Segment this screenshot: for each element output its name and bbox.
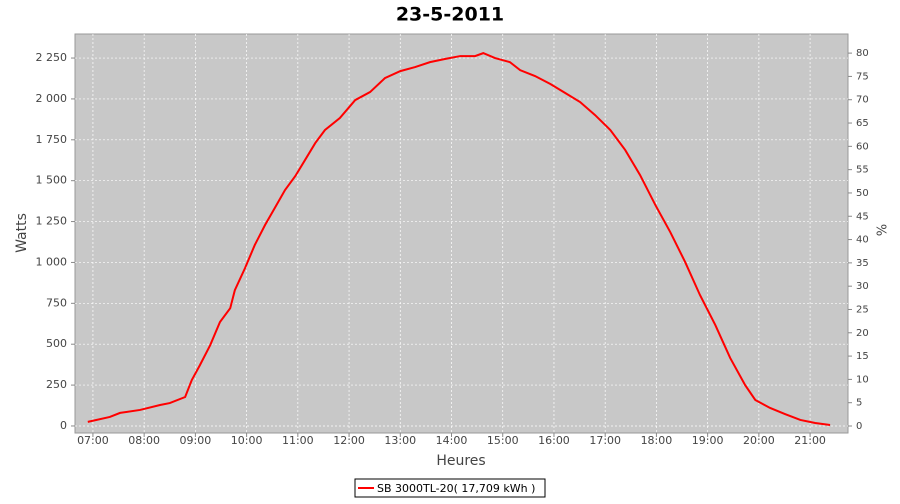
y2-tick-label: 0 <box>856 421 862 432</box>
legend-label: SB 3000TL-20( 17,709 kWh ) <box>377 482 535 495</box>
x-axis-label: Heures <box>436 453 485 469</box>
y2-tick-label: 75 <box>856 71 869 82</box>
y-tick-label: 2 250 <box>36 51 68 64</box>
x-tick-label: 21:00 <box>794 434 826 447</box>
y-tick-label: 1 750 <box>36 133 68 146</box>
x-tick-label: 15:00 <box>487 434 519 447</box>
x-tick-label: 20:00 <box>743 434 775 447</box>
x-tick-label: 09:00 <box>180 434 212 447</box>
y2-tick-label: 15 <box>856 351 869 362</box>
y2-tick-label: 5 <box>856 398 862 409</box>
x-tick-label: 16:00 <box>538 434 570 447</box>
y2-tick-label: 70 <box>856 95 869 106</box>
series-line <box>87 52 831 426</box>
y2-tick-label: 45 <box>856 211 869 222</box>
y2-tick-label: 30 <box>856 281 869 292</box>
y-tick-label: 250 <box>46 378 67 391</box>
x-tick-label: 17:00 <box>589 434 621 447</box>
y-tick-label: 500 <box>46 337 67 350</box>
y2-tick-label: 35 <box>856 258 869 269</box>
y2-tick-label: 50 <box>856 188 869 199</box>
y2-tick-label: 65 <box>856 118 869 129</box>
x-tick-label: 18:00 <box>641 434 673 447</box>
y-tick-label: 1 500 <box>36 174 68 187</box>
x-tick-label: 10:00 <box>231 434 263 447</box>
plot-area <box>74 33 849 434</box>
y-tick-label: 2 000 <box>36 92 68 105</box>
y2-tick-label: 20 <box>856 328 869 339</box>
y-tick-label: 0 <box>60 419 67 432</box>
y2-tick-label: 10 <box>856 374 869 385</box>
y2-tick-label: 40 <box>856 235 869 246</box>
y-axis-label: Watts <box>14 213 30 253</box>
y2-tick-label: 55 <box>856 165 869 176</box>
x-tick-label: 19:00 <box>692 434 724 447</box>
x-tick-label: 08:00 <box>128 434 160 447</box>
x-tick-label: 07:00 <box>77 434 109 447</box>
y-tick-label: 750 <box>46 296 67 309</box>
y-tick-label: 1 250 <box>36 215 68 228</box>
y2-tick-label: 80 <box>856 48 869 59</box>
x-tick-label: 14:00 <box>436 434 468 447</box>
chart-title: 23-5-2011 <box>396 4 504 26</box>
x-tick-label: 11:00 <box>282 434 314 447</box>
y-tick-label: 1 000 <box>36 255 68 268</box>
y2-axis-label: % <box>873 224 888 236</box>
y2-tick-label: 25 <box>856 304 869 315</box>
x-tick-label: 13:00 <box>384 434 416 447</box>
x-tick-label: 12:00 <box>333 434 365 447</box>
legend <box>354 478 546 498</box>
y2-tick-label: 60 <box>856 141 869 152</box>
